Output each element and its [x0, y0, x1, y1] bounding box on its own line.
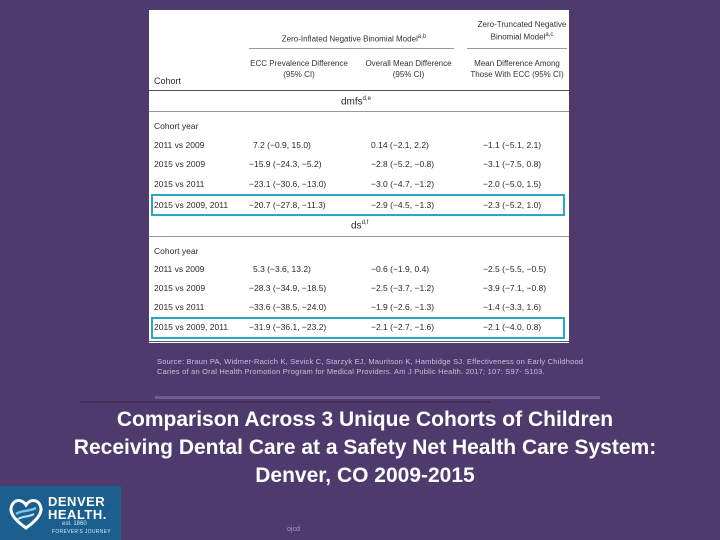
row7-prev: −33.6 (−38.5, −24.0) [249, 302, 327, 312]
section-ds-label: dsd,f [351, 220, 369, 232]
header-bottom-rule [149, 90, 569, 91]
ztnb-group-header: Zero-Truncated Negative Binomial Modela,… [477, 20, 567, 42]
logo-name-line2: HEALTH. [48, 507, 107, 522]
row4-mean: −2.9 (−4.5, −1.3) [371, 200, 435, 210]
logo-name-line1: DENVER [48, 494, 106, 509]
prevalence-column-header: ECC Prevalence Difference (95% CI) [250, 59, 348, 79]
row4-cohort: 2015 vs 2009, 2011 [154, 200, 229, 210]
row3-prev: −23.1 (−30.6, −13.0) [249, 179, 327, 189]
row8-ecc: −2.1 (−4.0, 0.8) [483, 322, 542, 332]
logo-tagline: FOREVER'S JOURNEY [52, 529, 111, 535]
row6-ecc: −3.9 (−7.1, −0.8) [483, 283, 547, 293]
row1-cohort: 2011 vs 2009 [154, 140, 205, 150]
row7-mean: −1.9 (−2.6, −1.3) [371, 302, 435, 312]
row8-prev: −31.9 (−36.1, −23.2) [249, 322, 327, 332]
title-divider [155, 396, 600, 399]
row6-mean: −2.5 (−3.7, −1.2) [371, 283, 435, 293]
header-rule-zinb [249, 48, 454, 49]
row5-cohort: 2011 vs 2009 [154, 264, 205, 274]
row3-ecc: −2.0 (−5.0, 1.5) [483, 179, 542, 189]
footer-label: ojcd [287, 526, 300, 533]
row6-prev: −28.3 (−34.9, −18.5) [249, 283, 327, 293]
cohort-year-label: Cohort year [154, 121, 199, 131]
row7-cohort: 2015 vs 2011 [154, 302, 205, 312]
denver-health-logo: DENVER HEALTH. est. 1860 FOREVER'S JOURN… [0, 486, 121, 540]
slide-title: Comparison Across 3 Unique Cohorts of Ch… [73, 408, 657, 487]
row2-prev: −15.9 (−24.3, −5.2) [249, 159, 322, 169]
highlight-box-dmfs [151, 194, 565, 216]
row2-ecc: −3.1 (−7.5, 0.8) [483, 159, 542, 169]
row5-prev: 5.3 (−3.6, 13.2) [253, 264, 311, 274]
row1-prev: 7.2 (−0.9, 15.0) [253, 140, 311, 150]
row6-cohort: 2015 vs 2009 [154, 283, 206, 293]
cohort-column-header: Cohort [154, 76, 182, 86]
source-citation: Source: Braun PA, Widmer-Racich K, Sevic… [157, 357, 584, 376]
row1-ecc: −1.1 (−5.1, 2.1) [483, 140, 542, 150]
row2-cohort: 2015 vs 2009 [154, 159, 206, 169]
row3-cohort: 2015 vs 2011 [154, 179, 205, 189]
row5-mean: −0.6 (−1.9, 0.4) [371, 264, 430, 274]
mean-column-header: Overall Mean Difference (95% CI) [365, 59, 452, 79]
row8-cohort: 2015 vs 2009, 2011 [154, 322, 229, 332]
row8-mean: −2.1 (−2.7, −1.6) [371, 322, 435, 332]
logo-est: est. 1860 [62, 521, 87, 527]
highlight-box-ds [151, 317, 565, 339]
section-ds-rule [149, 236, 569, 237]
row4-prev: −20.7 (−27.8, −11.3) [249, 200, 326, 210]
ecc-column-header: Mean Difference Among Those With ECC (95… [470, 59, 564, 79]
zinb-group-header: Zero-Inflated Negative Binomial Modela,b [281, 34, 427, 44]
table-bottom-rule [149, 341, 569, 342]
row7-ecc: −1.4 (−3.3, 1.6) [483, 302, 542, 312]
results-table-image: Zero-Inflated Negative Binomial Modela,b… [149, 10, 569, 343]
heart-logo-icon [9, 499, 43, 530]
cohort-year-label-2: Cohort year [154, 246, 199, 256]
section-dmfs-label: dmfsd,e [341, 96, 372, 108]
header-rule-ztnb [467, 48, 567, 49]
row3-mean: −3.0 (−4.7, −1.2) [371, 179, 435, 189]
row2-mean: −2.8 (−5.2, −0.8) [371, 159, 435, 169]
section-dmfs-rule [149, 111, 569, 112]
title-divider-shadow [80, 401, 490, 403]
row5-ecc: −2.5 (−5.5, −0.5) [483, 264, 547, 274]
row4-ecc: −2.3 (−5.2, 1.0) [483, 200, 542, 210]
row1-mean: 0.14 (−2.1, 2.2) [371, 140, 429, 150]
